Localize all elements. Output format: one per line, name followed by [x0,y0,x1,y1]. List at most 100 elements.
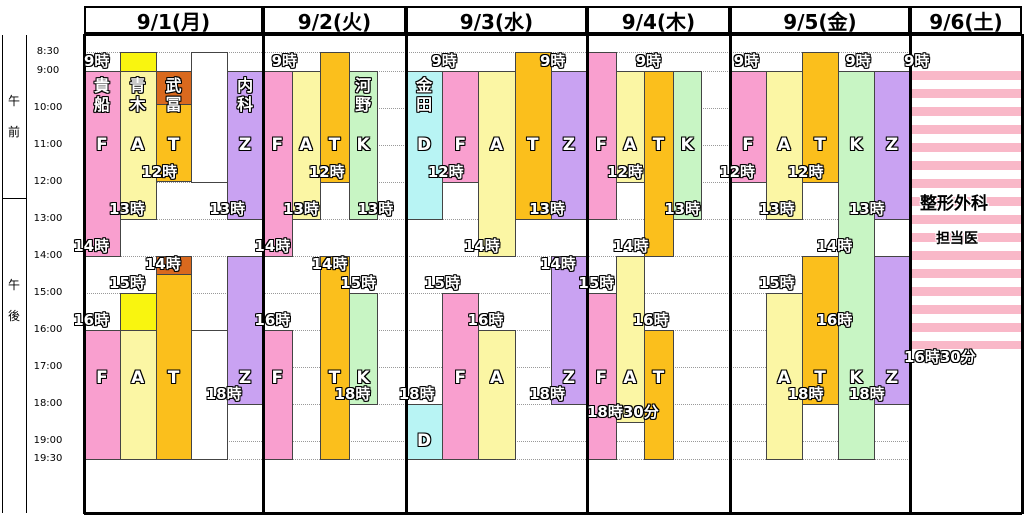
time-tick-label: 11:00 [33,138,63,150]
doctor-code-label: F [454,367,467,388]
day-header: 9/3(水) [406,6,587,34]
time-label: 16時 [254,310,291,329]
time-label: 18時30分 [587,403,659,422]
doctor-code-label: T [328,134,341,155]
pm-label: 午後 [7,278,20,323]
doctor-code-label: F [271,134,284,155]
doctor-code-label: D [417,134,432,155]
time-tick-label: 9:00 [36,64,60,76]
doctor-code-label: A [623,134,637,155]
doctor-code-label: K [849,134,863,155]
time-label: 13時 [283,199,319,218]
doctor-code-label: F [595,367,608,388]
time-label: 16時30分 [904,347,976,366]
time-label: 13時 [209,199,246,218]
am-pm-divider [2,198,26,199]
saturday-doctor-label: 担当医 [936,231,978,247]
doctor-code-label: Z [562,134,576,155]
doctor-shift-block [442,292,480,460]
doctor-code-label: F [96,367,108,388]
doctor-code-label: T [328,367,341,388]
doctor-code-label: Z [238,134,252,155]
doctor-shift-block [644,329,674,460]
saturday-block [910,70,1023,349]
doctor-shift-block [802,255,839,405]
time-label: 9時 [904,51,930,70]
time-label: 13時 [529,199,565,218]
doctor-shift-block [191,52,229,183]
doctor-name-label: 金田 [416,75,433,114]
time-label: 14時 [144,255,181,274]
time-label: 13時 [848,199,885,218]
time-label: 12時 [719,162,756,181]
doctor-shift-block [478,70,516,257]
time-tick-label: 17:00 [33,360,63,372]
axis-inner-border [26,35,27,513]
doctor-code-label: Z [238,367,252,388]
doctor-code-label: A [131,367,145,388]
doctor-code-label: T [167,134,180,155]
day-column-border [405,34,408,514]
time-label: 9時 [635,51,662,70]
doctor-shift-block [119,52,157,72]
time-label: 16時 [632,310,669,329]
time-tick-label: 8:30 [36,46,60,57]
time-label: 15時 [340,273,377,292]
doctor-shift-block [874,70,911,220]
time-label: 14時 [73,236,110,255]
saturday-department-label: 整形外科 [920,194,988,214]
time-label: 15時 [109,273,145,292]
doctor-code-label: A [623,367,637,388]
doctor-code-label: A [777,134,791,155]
time-label: 13時 [109,199,145,218]
doctor-code-label: K [356,134,370,155]
doctor-code-label: F [595,134,608,155]
doctor-shift-block [802,52,839,183]
time-label: 18時 [205,384,242,403]
doctor-code-label: Z [562,367,576,388]
doctor-shift-block [263,70,293,257]
doctor-shift-block [320,255,350,460]
time-label: 9時 [431,51,457,70]
time-tick-label: 15:00 [33,286,63,298]
time-label: 9時 [271,51,298,70]
doctor-code-label: A [489,367,504,388]
day-header: 9/1(月) [84,6,263,34]
am-label: 午前 [7,94,20,139]
time-tick-label: 14:00 [33,249,63,261]
doctor-shift-block [587,292,617,460]
time-tick-label: 19:30 [33,453,63,464]
time-label: 14時 [254,236,291,255]
doctor-shift-block [514,52,552,220]
doctor-code-label: A [299,134,313,155]
day-column-border [729,34,732,514]
doctor-shift-block [84,329,121,460]
time-tick-label: 18:00 [33,397,63,409]
doctor-shift-block [119,292,157,331]
doctor-shift-block [550,255,588,405]
doctor-code-label: T [652,367,665,388]
doctor-shift-block [263,329,293,460]
time-label: 12時 [607,162,643,181]
doctor-shift-block [348,70,379,220]
day-column-border [262,34,265,514]
doctor-shift-block [119,70,157,220]
day-header: 9/2(火) [263,6,406,34]
hour-gridline [84,292,910,294]
time-label: 9時 [539,51,566,70]
doctor-code-label: A [489,134,504,155]
time-label: 14時 [612,236,649,255]
time-tick-label: 10:00 [33,101,63,113]
day-column-border [909,34,912,514]
doctor-code-label: Z [885,367,899,388]
doctor-name-label: 青木 [129,75,146,114]
doctor-shift-block [155,103,193,183]
doctor-code-label: A [777,367,791,388]
time-label: 18時 [848,384,885,403]
time-label: 9時 [845,51,871,70]
doctor-shift-block [478,329,516,460]
time-label: 15時 [578,273,615,292]
day-header: 9/6(土) [910,6,1022,34]
doctor-shift-block [672,70,703,220]
time-label: 18時 [529,384,565,403]
